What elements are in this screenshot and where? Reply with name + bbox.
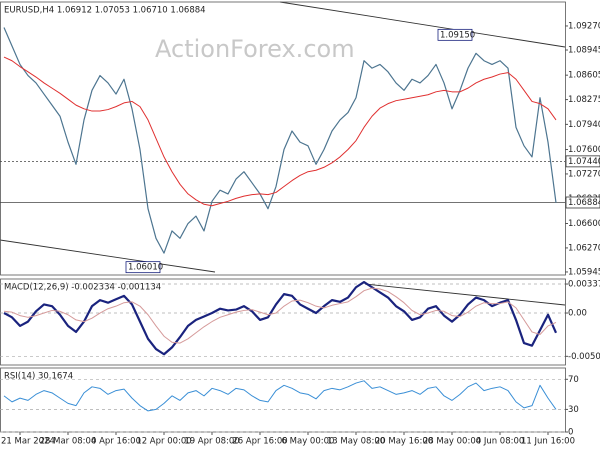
x-tick-label: 4 Jun 08:00 xyxy=(476,437,525,447)
y-tick-label: 0 xyxy=(568,428,573,438)
x-tick-label: 26 Apr 16:00 xyxy=(232,437,287,447)
x-tick-label: 20 May 16:00 xyxy=(375,437,433,447)
panel-title: MACD(12,26,9) -0.002334 -0.001134 xyxy=(4,283,161,293)
series-line xyxy=(3,280,558,356)
annotation-label: 1.09150 xyxy=(440,30,475,40)
x-tick-label: 21 Mar 2024 xyxy=(1,437,55,447)
y-tick-label: 1.05945 xyxy=(568,267,600,277)
panel-title: RSI(14) 30.1674 xyxy=(4,372,73,382)
x-tick-label: 28 Mar 08:00 xyxy=(40,437,97,447)
y-tick-label: 1.09270 xyxy=(568,21,600,31)
trendline xyxy=(279,1,566,48)
trendline xyxy=(0,239,216,273)
y-tick-label: 1.08605 xyxy=(568,71,600,81)
x-tick-label: 13 May 08:00 xyxy=(327,437,385,447)
panel-frame xyxy=(0,278,566,366)
x-tick-label: 11 Jun 16:00 xyxy=(521,437,575,447)
y-tick-label: 1.07940 xyxy=(568,120,600,130)
y-tick-label: 30 xyxy=(568,405,579,415)
panel-frame xyxy=(0,1,566,276)
annotation-box xyxy=(437,28,473,41)
x-tick-label: 28 May 00:00 xyxy=(423,437,481,447)
series-line xyxy=(3,287,557,344)
series-line xyxy=(3,56,557,207)
watermark: ActionForex.com xyxy=(155,35,355,63)
annotation-box xyxy=(125,261,161,274)
series-line xyxy=(3,380,557,412)
y-tick-label: 1.06270 xyxy=(568,243,600,253)
level-label: 1.07440 xyxy=(568,157,600,167)
series-line xyxy=(3,27,557,254)
panel-title: EURUSD,H4 1.06912 1.07053 1.06710 1.0688… xyxy=(4,6,206,16)
y-tick-label: 0.00 xyxy=(568,309,587,319)
y-tick-label: -0.00504 xyxy=(568,352,600,362)
y-tick-label: 70 xyxy=(568,375,579,385)
annotation-label: 1.06010 xyxy=(128,263,163,273)
level-box xyxy=(565,155,600,168)
y-tick-label: 1.06600 xyxy=(568,219,600,229)
x-tick-label: 4 Apr 16:00 xyxy=(91,437,141,447)
y-tick-label: 1.07270 xyxy=(568,169,600,179)
level-label: 1.06884 xyxy=(568,198,600,208)
x-tick-label: 12 Apr 00:00 xyxy=(136,437,191,447)
trendline xyxy=(364,283,566,306)
y-tick-label: 1.08945 xyxy=(568,46,600,56)
x-tick-label: 19 Apr 08:00 xyxy=(184,437,239,447)
y-tick-label: 1.08275 xyxy=(568,95,600,105)
y-tick-label: 0.003375 xyxy=(568,280,600,290)
y-tick-label: 1.07600 xyxy=(568,145,600,155)
x-tick-label: 6 May 00:00 xyxy=(282,437,335,447)
level-box xyxy=(565,196,600,209)
